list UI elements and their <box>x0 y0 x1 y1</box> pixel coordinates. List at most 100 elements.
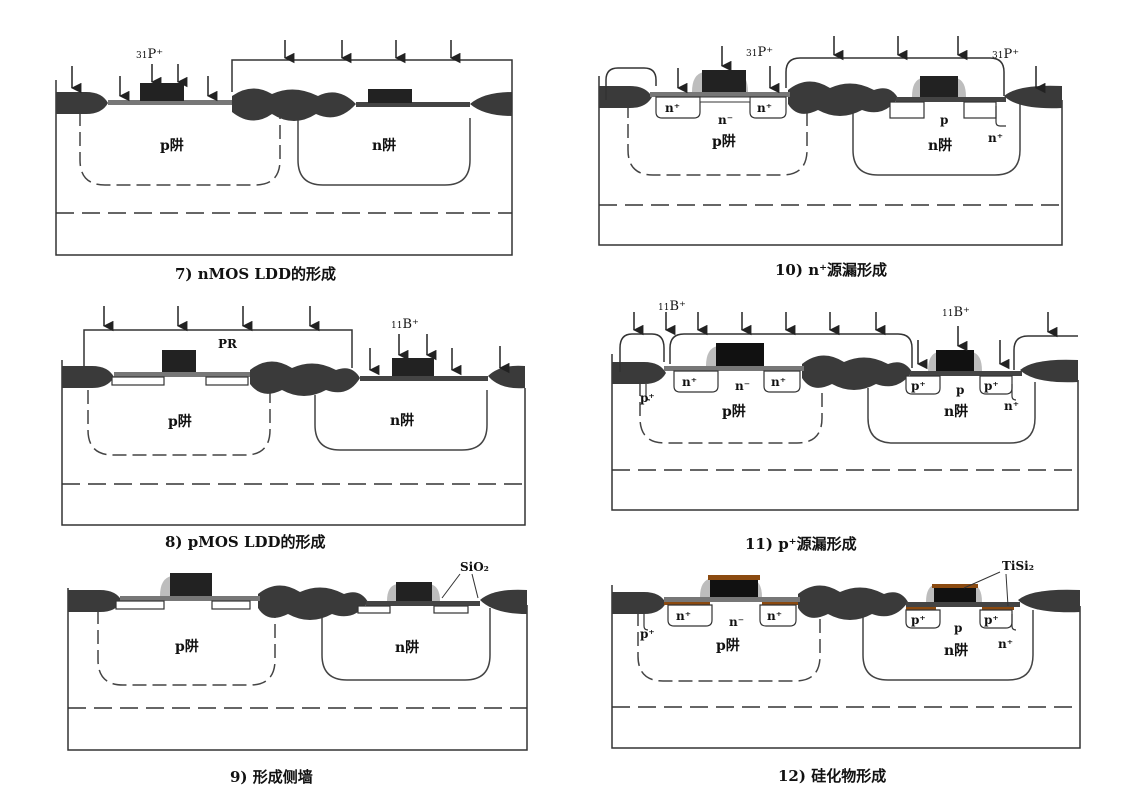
n-plus-region <box>759 604 797 627</box>
field-oxide <box>612 362 666 384</box>
n-ldd-region <box>699 96 751 103</box>
n-minus-label: n⁻ <box>718 113 733 127</box>
gate-oxide <box>906 602 1020 607</box>
n-plus-label: n⁺ <box>988 131 1003 145</box>
pr-label: PR <box>218 337 238 351</box>
gate <box>710 579 758 597</box>
gate-oxide <box>650 92 790 97</box>
field-oxide <box>480 589 527 614</box>
gate <box>170 573 212 596</box>
n-ldd-region <box>111 376 165 386</box>
n-ldd-region <box>115 600 165 610</box>
caption-11: 11) p⁺源漏形成 <box>745 535 857 553</box>
panel-11-p-plus-source-drain: 11B⁺ 11B⁺ n⁺ n⁺ n⁻ p⁺ p⁺ p p⁺ n⁺ p阱 n阱 1… <box>611 299 1079 553</box>
gate <box>716 343 764 366</box>
n-well-outline <box>852 104 1021 176</box>
n-plus-region <box>655 96 701 119</box>
tisi2-leader <box>963 571 1001 589</box>
gate <box>162 350 196 372</box>
p-well-outline <box>97 610 276 686</box>
gate-oxide <box>120 596 260 601</box>
p-well-outline <box>639 382 823 444</box>
p-label: p <box>956 383 964 397</box>
field-oxide <box>470 92 512 116</box>
sidewall-spacer <box>912 78 922 97</box>
p-plus-label: p⁺ <box>911 379 926 393</box>
p-ldd-region <box>889 101 925 119</box>
ion-label-boron: 11B⁺ <box>391 317 419 332</box>
field-oxide <box>1018 589 1080 613</box>
p-well-label: p阱 <box>712 134 736 150</box>
n-ldd-region <box>211 600 251 610</box>
photoresist-mask <box>785 57 1005 96</box>
field-oxide <box>56 92 108 114</box>
caption-7: 7) nMOS LDD的形成 <box>175 265 336 283</box>
silicide-layer <box>762 602 798 605</box>
ion-label-boron: 11B⁺ <box>942 305 970 320</box>
gate-oxide <box>360 376 488 381</box>
sidewall-spacer <box>972 352 982 371</box>
caption-10: 10) n⁺源漏形成 <box>775 261 887 279</box>
n-well-label: n阱 <box>395 640 419 656</box>
n-well-label: n阱 <box>944 404 968 420</box>
p-ldd-region <box>963 101 997 119</box>
p-ldd-region <box>433 605 469 614</box>
gate <box>702 70 746 92</box>
tisi2-leader <box>1005 573 1009 607</box>
n-plus-region <box>667 604 713 627</box>
n-well-outline <box>862 610 1034 681</box>
panel-7-nmos-ldd: 31P⁺ p阱 n阱 7) nMOS LDD的形成 <box>55 40 513 283</box>
n-plus-contact <box>1011 384 1017 401</box>
sidewall-spacer <box>700 578 712 597</box>
p-plus-region <box>905 609 941 629</box>
silicide-layer <box>982 607 1014 610</box>
p-plus-contact <box>645 384 651 401</box>
field-oxide <box>258 585 368 620</box>
p-well-label: p阱 <box>716 638 740 654</box>
n-plus-label: n⁺ <box>665 101 680 115</box>
n-plus-region <box>763 370 801 393</box>
gate-oxide <box>910 371 1022 376</box>
panel-8-pmos-ldd: 11B⁺ PR p阱 n阱 8) pMOS LDD的形成 <box>61 306 526 551</box>
p-well-outline <box>79 112 281 186</box>
sio2-label: SiO₂ <box>460 560 489 574</box>
sidewall-spacer <box>387 584 397 601</box>
p-plus-label: p⁺ <box>640 627 655 641</box>
gate <box>396 582 432 601</box>
silicide-layer <box>708 575 760 580</box>
substrate-outline <box>55 80 513 256</box>
sidewall-spacer <box>706 346 718 366</box>
field-oxide <box>1020 359 1078 383</box>
n-plus-contact <box>1011 614 1017 631</box>
p-well-label: p阱 <box>168 414 192 430</box>
p-well-outline <box>87 390 271 456</box>
field-oxide <box>788 81 898 116</box>
panel-12-silicide: TiSi₂ n⁺ n⁺ n⁻ p⁺ p⁺ p p⁺ n⁺ p阱 n阱 12) 硅… <box>611 559 1081 785</box>
photoresist-mask <box>83 329 353 368</box>
gate-oxide <box>366 601 480 606</box>
sio2-leader <box>471 573 479 599</box>
substrate-outline <box>611 585 1081 749</box>
field-oxide <box>62 366 114 388</box>
field-oxide <box>68 590 122 612</box>
p-plus-contact <box>643 614 649 631</box>
n-plus-label: n⁺ <box>1004 399 1019 413</box>
substrate-outline <box>67 588 528 751</box>
p-well-label: p阱 <box>160 138 184 154</box>
p-plus-label: p⁺ <box>640 391 655 405</box>
substrate-outline <box>611 354 1079 511</box>
n-plus-contact <box>995 106 1006 127</box>
n-plus-label: n⁺ <box>771 375 786 389</box>
n-well-label: n阱 <box>390 413 414 429</box>
n-minus-label: n⁻ <box>735 379 750 393</box>
n-well-outline <box>867 382 1036 444</box>
n-plus-region <box>673 370 719 393</box>
field-oxide <box>1004 85 1062 109</box>
sidewall-spacer <box>956 78 966 97</box>
gate <box>934 588 976 602</box>
ion-label-phosphorus: 31P⁺ <box>746 45 773 60</box>
n-well-outline <box>321 608 491 681</box>
silicide-layer <box>932 584 978 588</box>
n-well-label: n阱 <box>928 138 952 154</box>
n-well-label: n阱 <box>372 138 396 154</box>
